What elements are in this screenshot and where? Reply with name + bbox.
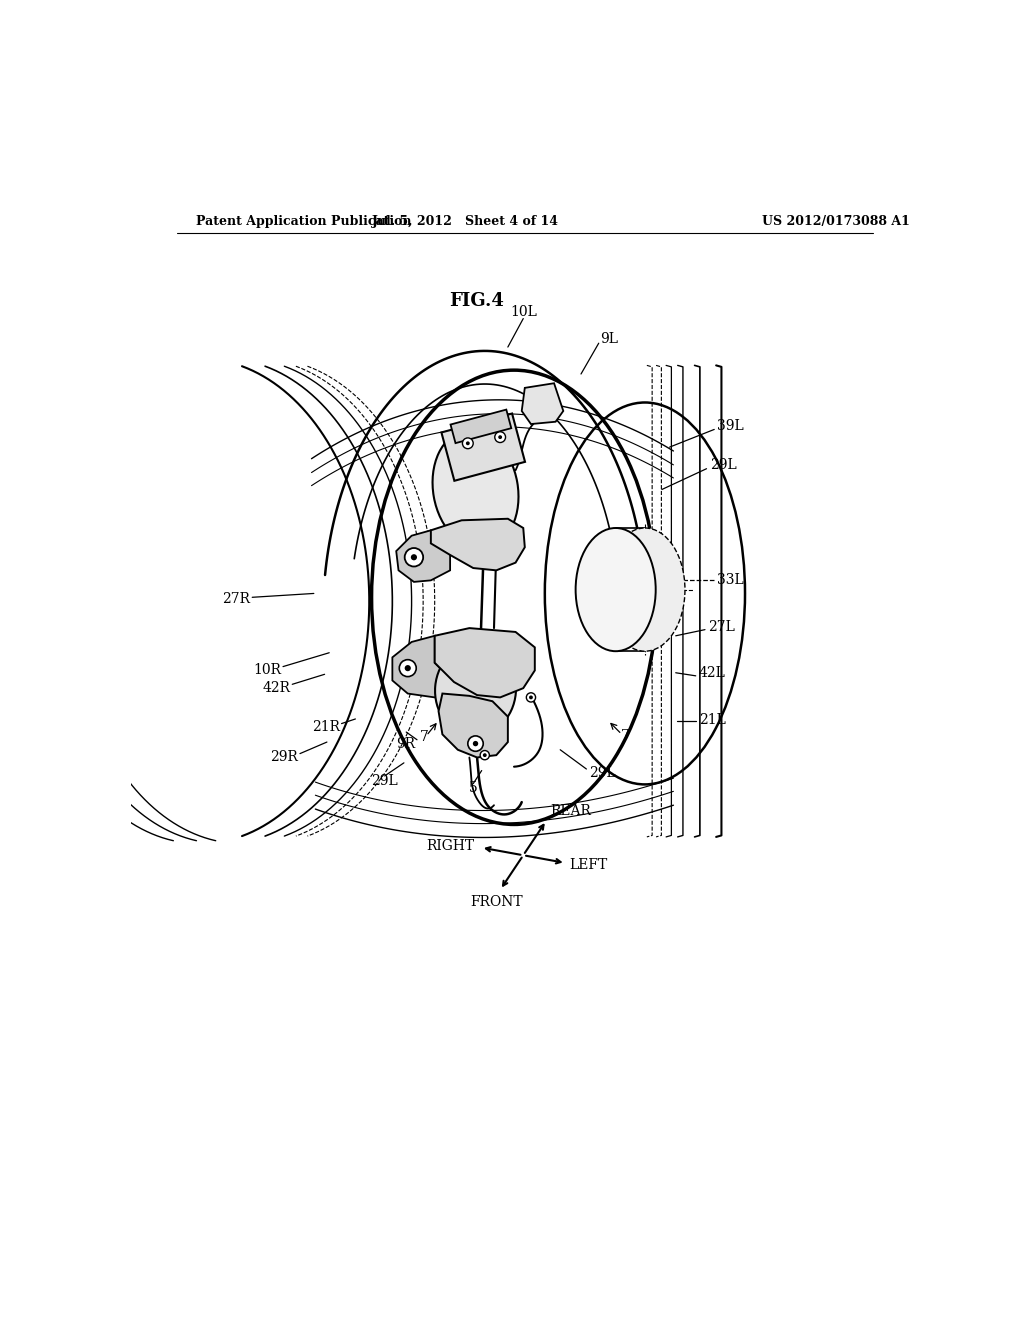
Polygon shape	[435, 628, 535, 697]
Text: 27L: 27L	[708, 619, 735, 634]
Text: 5: 5	[469, 781, 477, 795]
Text: 42R: 42R	[263, 681, 291, 696]
Circle shape	[466, 441, 470, 445]
Text: Jul. 5, 2012   Sheet 4 of 14: Jul. 5, 2012 Sheet 4 of 14	[372, 215, 559, 228]
Polygon shape	[441, 413, 525, 480]
Circle shape	[411, 554, 417, 561]
Text: RIGHT: RIGHT	[427, 840, 475, 853]
Text: 27R: 27R	[222, 591, 250, 606]
Text: 9R: 9R	[396, 737, 416, 751]
Text: 29R: 29R	[270, 751, 298, 764]
Text: 42L: 42L	[698, 665, 726, 680]
Ellipse shape	[575, 528, 655, 651]
Circle shape	[473, 741, 478, 746]
Text: 39L: 39L	[717, 420, 744, 433]
Circle shape	[526, 693, 536, 702]
Text: US 2012/0173088 A1: US 2012/0173088 A1	[762, 215, 910, 228]
Circle shape	[404, 665, 411, 672]
Circle shape	[463, 438, 473, 449]
Circle shape	[529, 696, 532, 700]
Text: 29L: 29L	[589, 766, 615, 780]
Text: 21L: 21L	[698, 714, 726, 727]
Text: 7: 7	[420, 730, 429, 744]
Text: 33L: 33L	[717, 573, 744, 587]
Polygon shape	[431, 519, 524, 570]
Text: 21R: 21R	[312, 719, 340, 734]
Circle shape	[480, 751, 489, 760]
Polygon shape	[396, 531, 451, 582]
Text: LEFT: LEFT	[569, 858, 607, 873]
Circle shape	[499, 436, 502, 440]
Text: Patent Application Publication: Patent Application Publication	[196, 215, 412, 228]
Polygon shape	[521, 383, 563, 424]
Text: FRONT: FRONT	[470, 895, 522, 909]
Circle shape	[483, 754, 486, 758]
Ellipse shape	[435, 644, 516, 735]
Text: 29L: 29L	[372, 774, 398, 788]
Polygon shape	[392, 636, 454, 697]
Circle shape	[399, 660, 416, 677]
Polygon shape	[451, 409, 511, 444]
Text: 10L: 10L	[510, 305, 537, 319]
Ellipse shape	[432, 430, 518, 549]
Text: 7: 7	[621, 729, 630, 743]
Circle shape	[404, 548, 423, 566]
Polygon shape	[438, 693, 508, 758]
Ellipse shape	[605, 528, 685, 651]
Text: REAR: REAR	[550, 804, 591, 818]
Text: 9L: 9L	[600, 333, 618, 346]
Text: 10R: 10R	[254, 664, 282, 677]
Text: FIG.4: FIG.4	[450, 292, 505, 310]
Circle shape	[495, 432, 506, 442]
Text: 29L: 29L	[710, 458, 736, 471]
Circle shape	[468, 737, 483, 751]
